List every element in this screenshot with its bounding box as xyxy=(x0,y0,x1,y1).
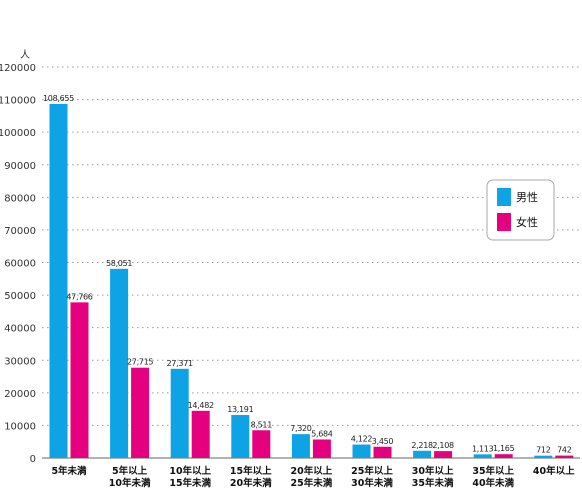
y-tick-label: 120000 xyxy=(0,63,36,74)
data-label: 8,511 xyxy=(251,420,273,429)
x-tick-label: 35年未満 xyxy=(412,477,454,489)
y-tick-label: 20000 xyxy=(4,389,36,400)
y-tick-label: 60000 xyxy=(4,259,36,270)
data-label: 742 xyxy=(557,446,572,455)
bar-female xyxy=(131,367,150,458)
bar-female xyxy=(555,455,574,458)
y-tick-label: 90000 xyxy=(4,161,36,172)
x-tick-label: 10年未満 xyxy=(109,477,151,489)
y-tick-label: 80000 xyxy=(4,193,36,204)
x-tick-label: 10年以上 xyxy=(169,465,211,477)
x-tick-label: 15年以上 xyxy=(230,465,272,477)
data-label: 13,191 xyxy=(227,405,253,414)
x-tick-label: 15年未満 xyxy=(169,477,211,489)
bar-male xyxy=(534,455,553,458)
legend-label: 男性 xyxy=(516,190,538,204)
data-label: 27,371 xyxy=(167,359,193,368)
data-label: 4,122 xyxy=(351,435,373,444)
y-tick-label: 0 xyxy=(30,454,36,465)
value-labels: 108,655 47,766 58,051 27,715 27,371 14,482 13,… xyxy=(43,94,572,455)
data-label: 5,684 xyxy=(311,429,333,438)
y-unit-label: 人 xyxy=(20,49,30,61)
x-tick-label: 35年以上 xyxy=(472,465,514,477)
data-label: 2,218 xyxy=(411,441,433,450)
bar-female xyxy=(373,446,392,458)
x-tick-label: 40年未満 xyxy=(472,477,514,489)
data-label: 1,165 xyxy=(493,444,515,453)
x-tick-label: 30年以上 xyxy=(412,465,454,477)
data-label: 108,655 xyxy=(43,94,74,103)
y-tick-label: 30000 xyxy=(4,356,36,367)
y-tick-label: 110000 xyxy=(0,96,36,107)
y-tick-label: 40000 xyxy=(4,324,36,335)
x-tick-label: 5年以上 xyxy=(112,465,148,477)
bar-male xyxy=(170,368,189,458)
data-label: 14,482 xyxy=(188,401,214,410)
data-label: 7,320 xyxy=(290,424,312,433)
data-label: 712 xyxy=(536,446,551,455)
bar-male xyxy=(352,444,371,458)
x-tick-label: 20年未満 xyxy=(230,477,272,489)
x-tick-label: 20年以上 xyxy=(291,465,333,477)
y-tick-label: 10000 xyxy=(4,421,36,432)
x-tick-label: 25年未満 xyxy=(291,477,333,489)
bar-male xyxy=(231,415,250,458)
bar-female xyxy=(434,451,453,458)
bar-male xyxy=(110,268,129,458)
x-axis: 5年未満 5年以上10年未満10年以上15年未満15年以上20年未満20年以上25… xyxy=(51,465,575,489)
bar-female xyxy=(252,430,271,458)
data-label: 1,113 xyxy=(472,444,494,453)
y-tick-label: 100000 xyxy=(0,128,36,139)
y-axis: 0 10000 20000 30000 40000 50000 60000 70000 8000… xyxy=(0,63,36,465)
legend-swatch xyxy=(497,213,511,231)
bar-female xyxy=(70,302,89,458)
bar-female xyxy=(494,454,513,458)
bar-male xyxy=(473,454,492,458)
bar-female xyxy=(312,439,331,458)
data-label: 3,450 xyxy=(372,437,394,446)
data-label: 47,766 xyxy=(66,292,92,301)
legend-swatch xyxy=(497,188,511,206)
x-tick-label: 5年未満 xyxy=(51,465,87,477)
data-label: 2,108 xyxy=(432,441,454,450)
y-tick-label: 70000 xyxy=(4,226,36,237)
bar-male xyxy=(291,434,310,458)
bar-female xyxy=(191,410,210,458)
bar-male xyxy=(413,450,432,458)
legend-label: 女性 xyxy=(516,215,538,229)
x-tick-label: 40年以上 xyxy=(533,465,575,477)
y-tick-label: 50000 xyxy=(4,291,36,302)
bar-male xyxy=(49,103,68,458)
data-label: 27,715 xyxy=(127,358,153,367)
x-tick-label: 30年未満 xyxy=(351,477,393,489)
x-tick-label: 25年以上 xyxy=(351,465,393,477)
data-label: 58,051 xyxy=(106,259,132,268)
bars xyxy=(49,103,574,458)
